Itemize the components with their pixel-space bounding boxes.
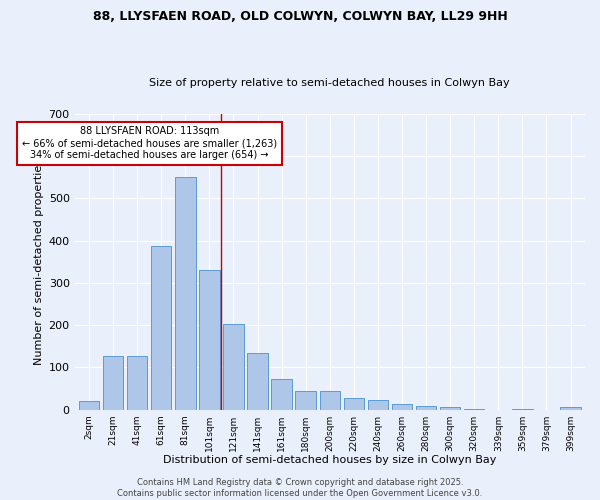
Bar (127, 356, 148, 410)
Bar (247, 354, 268, 410)
Title: Size of property relative to semi-detached houses in Colwyn Bay: Size of property relative to semi-detach… (149, 78, 510, 88)
Text: Contains HM Land Registry data © Crown copyright and database right 2025.
Contai: Contains HM Land Registry data © Crown c… (118, 478, 482, 498)
Bar (103, 356, 124, 410)
Bar (79, 401, 99, 409)
Bar (151, 246, 172, 410)
Bar (295, 390, 316, 409)
Y-axis label: Number of semi-detached properties: Number of semi-detached properties (34, 158, 44, 364)
Bar (368, 400, 388, 409)
X-axis label: Distribution of semi-detached houses by size in Colwyn Bay: Distribution of semi-detached houses by … (163, 455, 496, 465)
Bar (560, 407, 581, 410)
Bar (392, 404, 412, 409)
Bar (223, 324, 244, 410)
Bar (199, 270, 220, 409)
Bar (344, 398, 364, 409)
Bar (440, 406, 460, 410)
Bar (512, 409, 533, 410)
Bar (271, 379, 292, 410)
Bar (175, 177, 196, 410)
Bar (464, 409, 484, 410)
Bar (320, 390, 340, 409)
Bar (416, 406, 436, 409)
Text: 88, LLYSFAEN ROAD, OLD COLWYN, COLWYN BAY, LL29 9HH: 88, LLYSFAEN ROAD, OLD COLWYN, COLWYN BA… (92, 10, 508, 23)
Text: 88 LLYSFAEN ROAD: 113sqm
← 66% of semi-detached houses are smaller (1,263)
34% o: 88 LLYSFAEN ROAD: 113sqm ← 66% of semi-d… (22, 126, 277, 160)
